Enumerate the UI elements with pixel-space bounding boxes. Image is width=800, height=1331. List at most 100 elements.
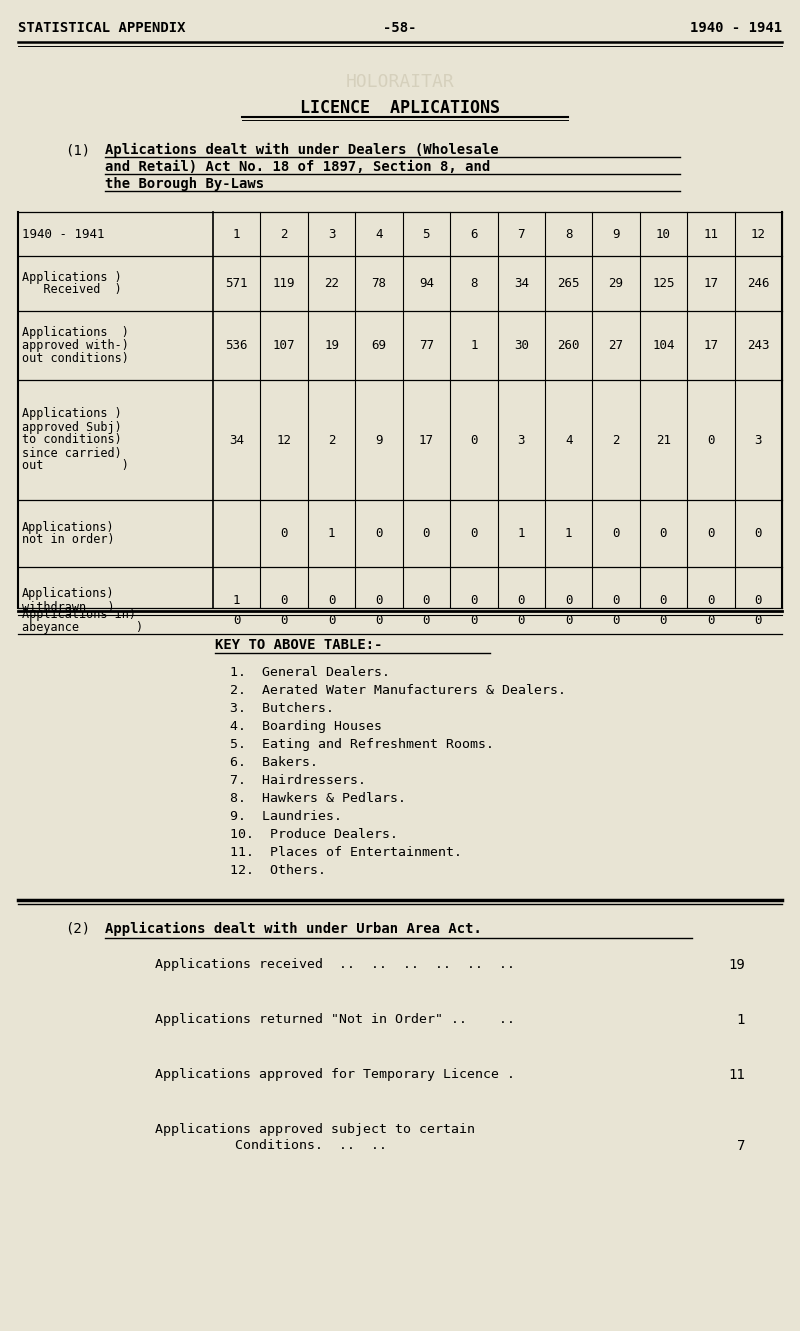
Text: 0: 0 [280,615,288,627]
Text: 11.  Places of Entertainment.: 11. Places of Entertainment. [230,847,462,858]
Text: 21: 21 [656,434,671,446]
Text: approved Subj): approved Subj) [22,421,122,434]
Text: Applications dealt with under Urban Area Act.: Applications dealt with under Urban Area… [105,922,482,936]
Text: KEY TO ABOVE TABLE:-: KEY TO ABOVE TABLE:- [215,638,382,652]
Text: out           ): out ) [22,459,129,473]
Text: 246: 246 [747,277,770,290]
Text: 17: 17 [419,434,434,446]
Text: 107: 107 [273,339,295,351]
Text: 78: 78 [371,277,386,290]
Text: 27: 27 [609,339,623,351]
Text: 0: 0 [375,594,382,607]
Text: 0: 0 [612,527,620,540]
Text: 6: 6 [470,228,478,241]
Text: 0: 0 [707,434,714,446]
Text: 0: 0 [470,594,478,607]
Text: 17: 17 [703,339,718,351]
Text: (1): (1) [65,142,90,157]
Text: 10: 10 [656,228,671,241]
Text: approved with-): approved with-) [22,339,129,351]
Text: 34: 34 [514,277,529,290]
Text: not in order): not in order) [22,534,114,547]
Text: to conditions): to conditions) [22,434,122,446]
Text: 0: 0 [565,615,572,627]
Text: 0: 0 [518,594,525,607]
Text: 1: 1 [328,527,335,540]
Text: 5.  Eating and Refreshment Rooms.: 5. Eating and Refreshment Rooms. [230,737,494,751]
Text: 10.  Produce Dealers.: 10. Produce Dealers. [230,828,398,841]
Text: 0: 0 [754,594,762,607]
Text: 6.  Bakers.: 6. Bakers. [230,756,318,769]
Text: 22: 22 [324,277,339,290]
Text: 0: 0 [470,434,478,446]
Text: HOLORAITAR: HOLORAITAR [346,73,454,91]
Text: 0: 0 [422,594,430,607]
Text: 0: 0 [707,527,714,540]
Text: 7: 7 [518,228,525,241]
Text: Applications approved for Temporary Licence .: Applications approved for Temporary Lice… [155,1067,515,1081]
Text: 1940 - 1941: 1940 - 1941 [22,228,105,241]
Text: 3.  Butchers.: 3. Butchers. [230,701,334,715]
Text: 30: 30 [514,339,529,351]
Text: 0: 0 [754,615,762,627]
Text: 4: 4 [565,434,572,446]
Text: 0: 0 [565,594,572,607]
Text: 34: 34 [230,434,244,446]
Text: 125: 125 [652,277,674,290]
Text: 2: 2 [328,434,335,446]
Text: 0: 0 [660,615,667,627]
Text: 1: 1 [470,339,478,351]
Text: 29: 29 [609,277,623,290]
Text: Applications ): Applications ) [22,270,122,284]
Text: 12.  Others.: 12. Others. [230,864,326,877]
Text: 0: 0 [707,594,714,607]
Text: 0: 0 [375,615,382,627]
Text: 94: 94 [419,277,434,290]
Text: 0: 0 [328,594,335,607]
Text: 11: 11 [703,228,718,241]
Text: 0: 0 [375,527,382,540]
Text: 1: 1 [233,228,241,241]
Text: STATISTICAL APPENDIX: STATISTICAL APPENDIX [18,21,186,35]
Text: Applications in): Applications in) [22,608,136,622]
Text: Applications approved subject to certain: Applications approved subject to certain [155,1123,475,1135]
Text: 2: 2 [280,228,288,241]
Text: 12: 12 [277,434,292,446]
Text: 0: 0 [470,615,478,627]
Text: 7: 7 [737,1139,745,1153]
Text: and Retail) Act No. 18 of 1897, Section 8, and: and Retail) Act No. 18 of 1897, Section … [105,160,490,174]
Text: 9: 9 [612,228,620,241]
Text: 3: 3 [518,434,525,446]
Text: 243: 243 [747,339,770,351]
Text: 0: 0 [660,594,667,607]
Text: 69: 69 [371,339,386,351]
Text: 4: 4 [375,228,382,241]
Text: Received  ): Received ) [22,284,122,297]
Text: Applications ): Applications ) [22,407,122,421]
Text: out conditions): out conditions) [22,351,129,365]
Text: withdrawn   ): withdrawn ) [22,600,114,614]
Text: (2): (2) [65,922,90,936]
Text: 0: 0 [660,527,667,540]
Text: 11: 11 [728,1067,745,1082]
Text: 0: 0 [612,615,620,627]
Text: 1940 - 1941: 1940 - 1941 [690,21,782,35]
Text: 0: 0 [280,594,288,607]
Text: 0: 0 [233,615,241,627]
Text: 19: 19 [324,339,339,351]
Text: the Borough By-Laws: the Borough By-Laws [105,177,264,192]
Text: 8: 8 [470,277,478,290]
Text: 536: 536 [226,339,248,351]
Text: 4.  Boarding Houses: 4. Boarding Houses [230,720,382,733]
Text: Applications): Applications) [22,587,114,600]
Text: 1: 1 [565,527,572,540]
Text: 571: 571 [226,277,248,290]
Text: Applications  ): Applications ) [22,326,129,339]
Text: 0: 0 [422,615,430,627]
Text: 0: 0 [280,527,288,540]
Text: 7.  Hairdressers.: 7. Hairdressers. [230,775,366,787]
Text: Conditions.  ..  ..: Conditions. .. .. [235,1139,387,1153]
Text: 0: 0 [518,615,525,627]
Text: Applications): Applications) [22,520,114,534]
Text: 0: 0 [422,527,430,540]
